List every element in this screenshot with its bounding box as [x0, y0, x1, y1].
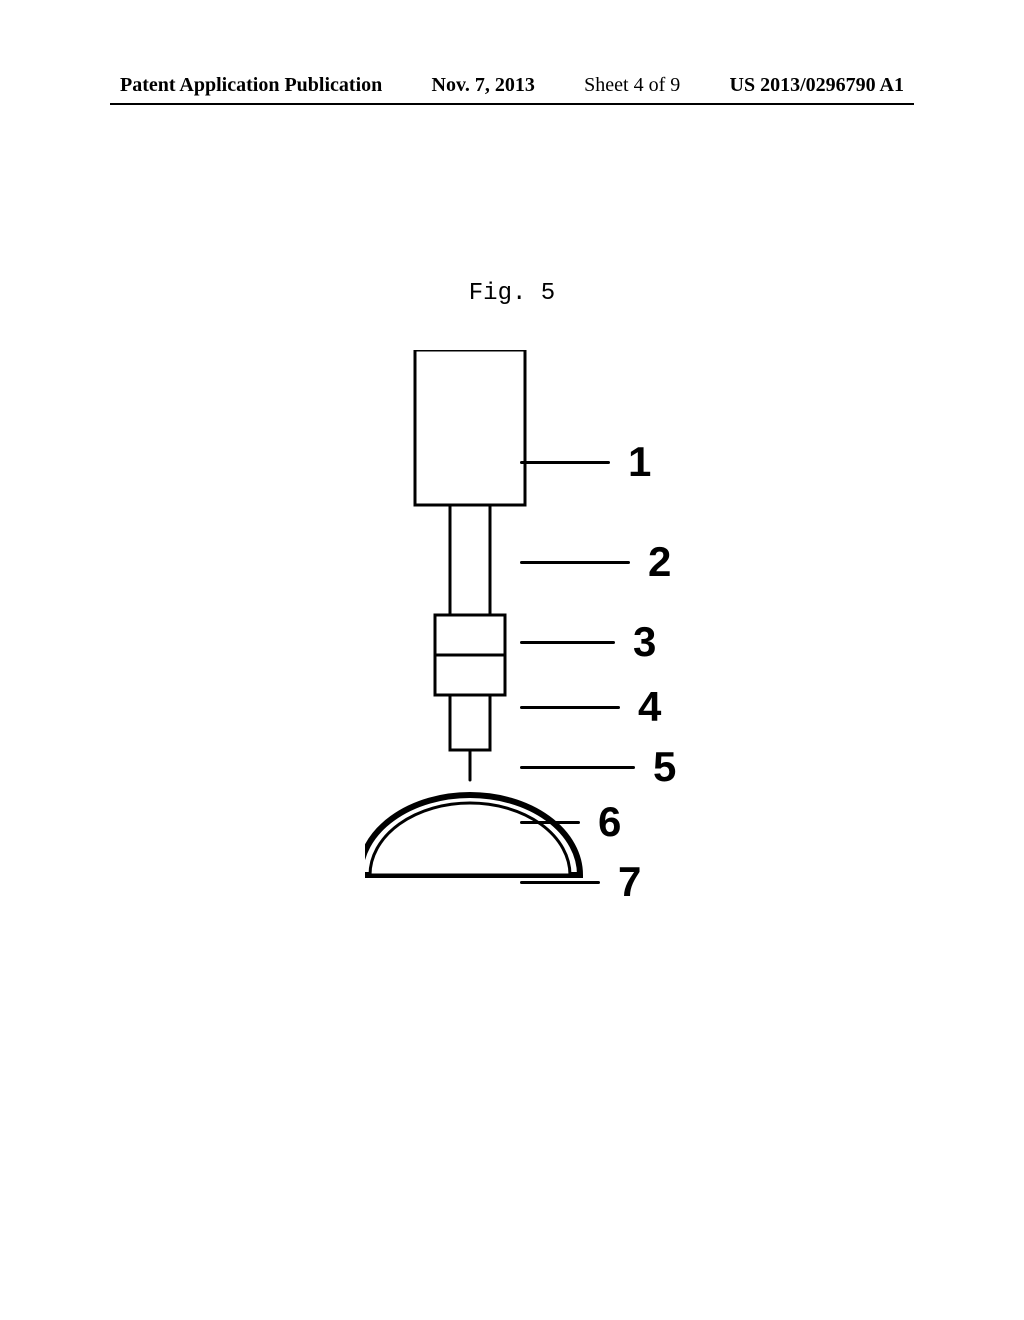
callout-7: 7 — [520, 858, 640, 906]
callout-number: 3 — [633, 618, 655, 666]
callout-number: 7 — [618, 858, 640, 906]
callout-number: 1 — [628, 438, 650, 486]
callout-3: 3 — [520, 618, 655, 666]
callout-lead — [520, 881, 600, 884]
header-row: Patent Application Publication Nov. 7, 2… — [0, 74, 1024, 103]
publication-label: Patent Application Publication — [120, 74, 382, 97]
header-rule — [110, 103, 914, 105]
callout-lead — [520, 706, 620, 709]
callout-5: 5 — [520, 743, 675, 791]
callout-6: 6 — [520, 798, 620, 846]
callout-lead — [520, 821, 580, 824]
document-number: US 2013/0296790 A1 — [730, 74, 904, 97]
callout-1: 1 — [520, 438, 650, 486]
callout-lead — [520, 461, 610, 464]
callout-number: 4 — [638, 683, 660, 731]
figure-label: Fig. 5 — [0, 280, 1024, 307]
callout-2: 2 — [520, 538, 670, 586]
callout-lead — [520, 766, 635, 769]
sheet-number: Sheet 4 of 9 — [584, 74, 680, 97]
callout-lead — [520, 561, 630, 564]
callout-number: 6 — [598, 798, 620, 846]
publication-date: Nov. 7, 2013 — [432, 74, 535, 97]
callout-lead — [520, 641, 615, 644]
page-header: Patent Application Publication Nov. 7, 2… — [0, 74, 1024, 105]
callout-number: 5 — [653, 743, 675, 791]
callout-number: 2 — [648, 538, 670, 586]
callout-4: 4 — [520, 683, 660, 731]
page: Patent Application Publication Nov. 7, 2… — [0, 0, 1024, 1320]
